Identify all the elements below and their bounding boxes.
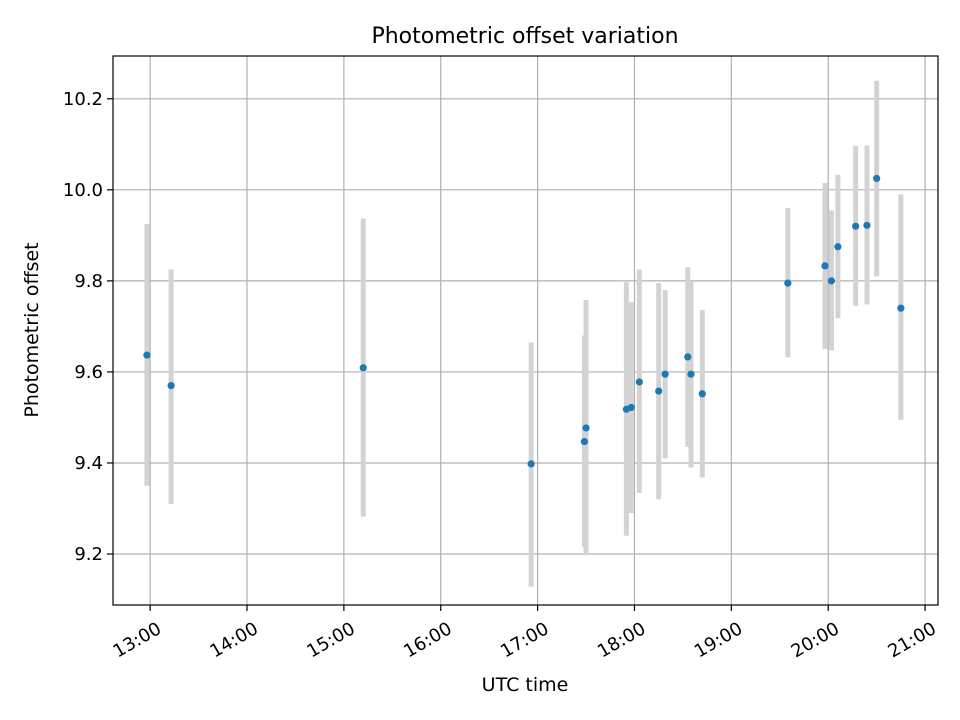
data-point bbox=[627, 403, 635, 412]
data-point bbox=[684, 353, 692, 361]
y-tick-label: 10.0 bbox=[63, 180, 103, 201]
data-point bbox=[852, 222, 860, 230]
data-point bbox=[582, 424, 590, 432]
y-tick-label: 9.4 bbox=[74, 453, 103, 474]
data-point bbox=[784, 279, 792, 287]
data-point bbox=[873, 174, 881, 183]
y-axis-label: Photometric offset bbox=[21, 242, 43, 417]
data-point bbox=[143, 351, 151, 359]
data-point bbox=[821, 262, 829, 270]
data-point bbox=[698, 390, 706, 398]
x-axis-label: UTC time bbox=[482, 674, 569, 696]
data-points bbox=[143, 174, 905, 468]
data-point bbox=[359, 364, 367, 372]
data-point bbox=[687, 370, 695, 378]
data-point bbox=[661, 370, 669, 378]
y-axis-ticks: 9.2 9.4 9.6 9.8 10.0 10.2 bbox=[63, 89, 113, 565]
data-point bbox=[655, 387, 663, 395]
chart-title: Photometric offset variation bbox=[371, 24, 678, 49]
grid bbox=[113, 56, 938, 605]
y-tick-label: 9.2 bbox=[74, 544, 103, 565]
data-point bbox=[863, 221, 871, 229]
data-point bbox=[527, 460, 535, 468]
y-tick-label: 10.2 bbox=[63, 89, 103, 110]
data-point bbox=[580, 437, 589, 446]
data-point bbox=[897, 304, 905, 312]
data-point bbox=[827, 277, 836, 285]
data-point bbox=[167, 381, 175, 390]
data-point bbox=[834, 243, 842, 251]
data-point bbox=[635, 378, 643, 386]
y-tick-label: 9.6 bbox=[74, 362, 103, 383]
plot-frame bbox=[112, 55, 939, 606]
y-tick-label: 9.8 bbox=[74, 271, 103, 292]
